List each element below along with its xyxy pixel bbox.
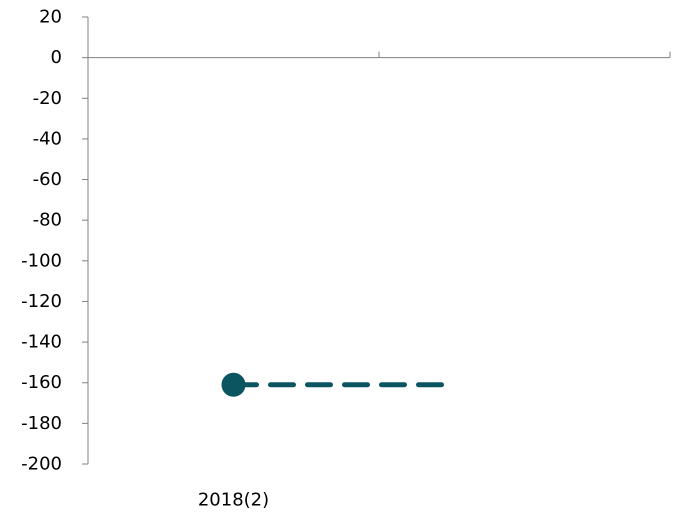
- y-tick-label: -180: [21, 413, 62, 434]
- y-tick-label: 0: [51, 47, 62, 68]
- y-tick-label: 20: [39, 7, 62, 28]
- x-tick-labels: 2018(2): [198, 490, 269, 511]
- y-tick-label: -200: [21, 454, 62, 475]
- y-tick-label: -40: [33, 128, 62, 149]
- y-tick-labels: 20 0 -20 -40 -60 -80 -100 -120 -140 -160 -180 -200: [21, 7, 62, 475]
- x-tick-label: 2018(2): [198, 490, 269, 511]
- axes: [82, 16, 671, 465]
- series-layer: [221, 372, 451, 397]
- y-tick-label: -140: [21, 332, 62, 353]
- y-tick-label: -20: [33, 88, 62, 109]
- y-tick-label: -60: [33, 169, 62, 190]
- y-tick-label: -120: [21, 291, 62, 312]
- y-tick-label: -160: [21, 372, 62, 393]
- y-tick-label: -80: [33, 210, 62, 231]
- y-tick-label: -100: [21, 250, 62, 271]
